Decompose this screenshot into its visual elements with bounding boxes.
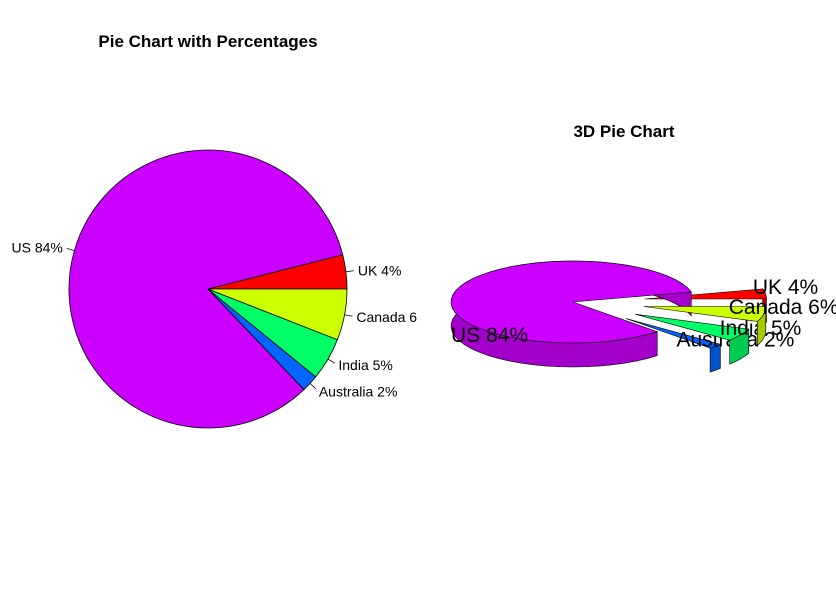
pie3d-slice-us: US 84% <box>450 260 692 368</box>
pie3d-label-canada: Canada 6% <box>729 296 836 319</box>
label-leader-india <box>327 358 336 364</box>
pie-chart-2d: UK 4% US 84% Australia 2% India 5% Canada 6 <box>12 149 417 429</box>
slice-label-canada: Canada 6 <box>356 309 417 325</box>
label-leader-canada <box>344 314 353 317</box>
chart-title-2d: Pie Chart with Percentages <box>98 32 317 51</box>
slice-label-uk: UK 4% <box>358 262 402 278</box>
pie3d-top-us <box>450 260 692 344</box>
pie3d-top-canada <box>643 306 767 322</box>
slice-label-india: India 5% <box>338 357 392 373</box>
label-leader-uk <box>345 270 354 273</box>
pie-chart-3d: UK 4%US 84% Australia 2%India 5%Canada 6% <box>450 260 836 373</box>
label-leader-australia <box>309 383 317 390</box>
pie3d-label-us: US 84% <box>451 324 528 347</box>
label-leader-us <box>66 247 75 251</box>
slice-label-us: US 84% <box>12 239 63 255</box>
pie3d-label-uk: UK 4% <box>753 276 818 299</box>
pie3d-top-australia <box>625 318 722 349</box>
chart-title-3d: 3D Pie Chart <box>573 122 674 141</box>
pie3d-slice-canada: Canada 6% <box>643 296 836 347</box>
slice-label-australia: Australia 2% <box>319 384 398 400</box>
pie3d-top-india <box>635 313 750 341</box>
